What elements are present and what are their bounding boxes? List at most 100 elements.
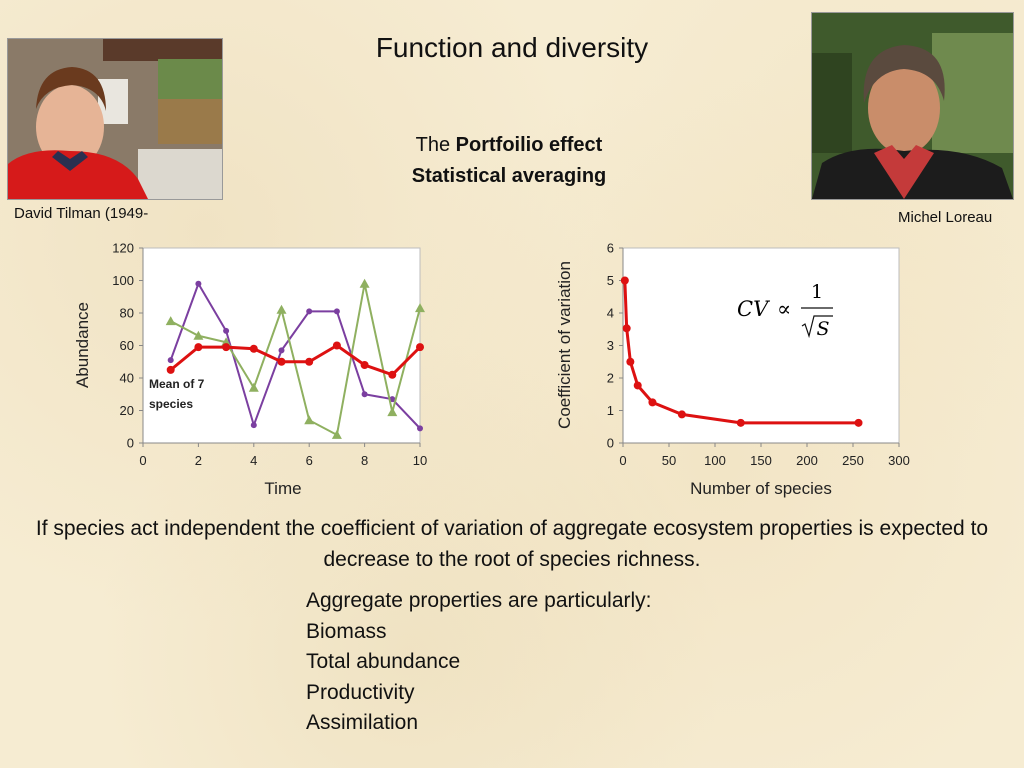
data-point-triangle [387, 407, 398, 417]
subtitle-line-2: Statistical averaging [300, 161, 718, 192]
y-tick-label: 20 [120, 403, 134, 418]
data-point-circle [278, 347, 285, 354]
data-point-triangle [165, 316, 176, 326]
series-line-1 [170, 283, 421, 437]
portrait-loreau-drawing [812, 13, 1013, 199]
y-axis-label: Coefficient of variation [555, 261, 574, 429]
data-point-circle [360, 361, 369, 369]
y-tick-label: 60 [120, 338, 134, 353]
series-line-2 [169, 343, 422, 377]
x-tick-label: 300 [888, 453, 910, 468]
data-point-circle [333, 308, 340, 315]
y-axis-label: Abundance [73, 302, 92, 388]
data-point-circle [194, 343, 203, 352]
data-point-triangle [276, 304, 287, 314]
x-axis-label: Number of species [690, 479, 832, 498]
portrait-photo-loreau [811, 12, 1014, 200]
x-tick-label: 0 [619, 453, 626, 468]
formula-proportional: ∝ [777, 297, 791, 321]
x-tick-label: 10 [413, 453, 427, 468]
data-point-circle [648, 398, 657, 407]
sqrt-sign-icon [801, 315, 833, 339]
y-tick-label: 0 [607, 436, 614, 451]
data-point-triangle [415, 303, 425, 313]
list-item: Productivity [306, 680, 415, 704]
data-point-circle [416, 343, 424, 352]
data-point-circle [167, 357, 174, 364]
subtitle-portfolio-effect: Portfoilio effect [455, 134, 603, 156]
portrait-tilman-drawing [8, 39, 222, 199]
data-point-triangle [193, 330, 204, 340]
data-point-circle [305, 357, 314, 366]
body-paragraph: If species act independent the coefficie… [35, 517, 989, 571]
data-point-triangle [331, 429, 342, 439]
y-tick-label: 6 [607, 241, 614, 256]
x-axis-label: Time [264, 479, 301, 498]
y-tick-label: 3 [607, 338, 614, 353]
mean-annotation-line-2: species [149, 397, 193, 411]
data-point-triangle [248, 382, 259, 392]
abundance-time-chart: 0 20 40 60 80 100 120 0 2 4 6 8 10 Mean of 7 species… [62, 230, 442, 505]
data-point-circle [332, 341, 341, 350]
data-point-circle [222, 343, 231, 352]
data-point-circle [361, 391, 368, 398]
data-point-circle [626, 357, 635, 366]
y-tick-label: 40 [120, 371, 134, 386]
x-tick-label: 50 [662, 453, 676, 468]
data-point-circle [677, 410, 686, 419]
x-tick-label: 2 [195, 453, 202, 468]
data-point-circle [306, 308, 313, 315]
list-item: Biomass [306, 619, 387, 643]
data-point-circle [736, 418, 745, 427]
x-tick-label: 150 [750, 453, 772, 468]
y-tick-label: 2 [607, 371, 614, 386]
cv-chart-svg: 0 1 2 3 4 5 6 0 50 100 150 200 250 300 Number of spec… [555, 241, 910, 499]
x-tick-label: 0 [139, 453, 146, 468]
y-tick-label: 4 [607, 306, 614, 321]
series-line-0 [169, 281, 421, 430]
caption-michel-loreau: Michel Loreau [898, 209, 993, 226]
list-item: Total abundance [306, 650, 461, 673]
data-point-triangle [359, 278, 370, 288]
cv-formula: CV ∝ 1 S [735, 278, 845, 348]
data-point-circle [277, 357, 286, 366]
caption-david-tilman: David Tilman (1949- [14, 205, 149, 222]
x-tick-label: 200 [796, 453, 818, 468]
data-point-circle [417, 425, 423, 432]
cv-species-chart: 0 1 2 3 4 5 6 0 50 100 150 200 250 300 Number of spec… [548, 230, 928, 505]
subtitle-line-1: The Portfoilio effect [300, 130, 718, 161]
data-point-circle [633, 381, 642, 390]
y-tick-label: 100 [112, 273, 134, 288]
subtitle-statistical-averaging: Statistical averaging [411, 165, 607, 187]
list-header: Aggregate properties are particularly: [306, 589, 652, 612]
series-line-0 [623, 280, 859, 425]
data-point-circle [388, 370, 397, 379]
slide-subtitle: The Portfoilio effect Statistical averag… [300, 130, 718, 192]
x-tick-label: 100 [704, 453, 726, 468]
subtitle-prefix: The [415, 134, 456, 156]
data-point-circle [620, 276, 629, 285]
y-tick-label: 5 [607, 273, 614, 288]
x-tick-label: 250 [842, 453, 864, 468]
x-tick-label: 6 [306, 453, 313, 468]
data-point-circle [223, 327, 230, 334]
data-point-circle [166, 365, 175, 374]
data-point-circle [249, 344, 258, 353]
data-point-circle [622, 324, 631, 333]
data-point-triangle [221, 337, 232, 347]
y-tick-label: 80 [120, 306, 134, 321]
formula-numerator: 1 [811, 281, 823, 303]
data-point-circle [854, 418, 863, 427]
mean-annotation-line-1: Mean of 7 [149, 377, 205, 391]
x-tick-label: 8 [361, 453, 368, 468]
y-tick-label: 1 [607, 403, 614, 418]
portrait-photo-tilman [7, 38, 223, 200]
data-point-circle [250, 422, 257, 429]
formula-cv: CV [737, 297, 770, 321]
list-item: Assimilation [306, 711, 419, 734]
slide-title: Function and diversity [375, 32, 649, 63]
data-point-triangle [304, 415, 315, 425]
x-tick-label: 4 [250, 453, 257, 468]
y-tick-label: 120 [112, 241, 134, 256]
formula-denominator: S [816, 318, 829, 340]
